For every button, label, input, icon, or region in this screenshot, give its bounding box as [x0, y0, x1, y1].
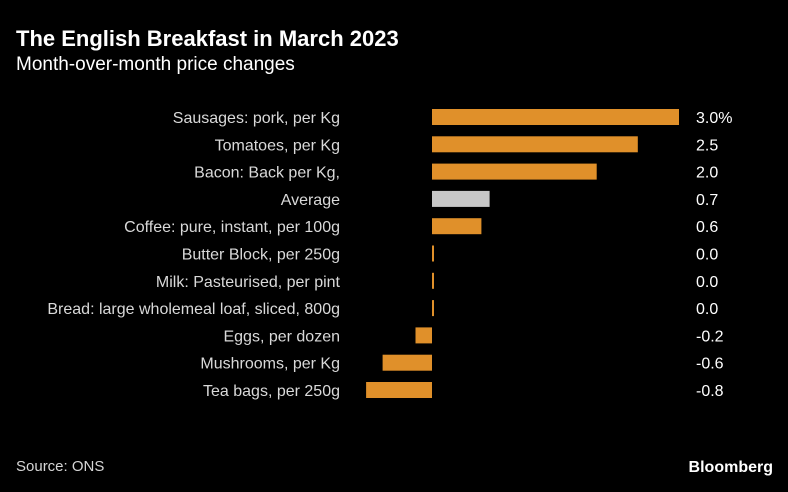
- chart-title: The English Breakfast in March 2023: [16, 26, 399, 51]
- bar: [432, 163, 597, 180]
- value-label: 0.6: [696, 219, 718, 236]
- bar: [432, 245, 434, 262]
- category-label: Bread: large wholemeal loaf, sliced, 800…: [47, 301, 340, 318]
- category-label: Tomatoes, per Kg: [215, 137, 340, 154]
- category-label: Coffee: pure, instant, per 100g: [124, 219, 340, 236]
- bar: [432, 218, 482, 235]
- category-label: Eggs, per dozen: [223, 328, 340, 345]
- value-label: 0.0: [696, 274, 718, 291]
- category-label: Bacon: Back per Kg,: [194, 165, 340, 182]
- category-label: Sausages: pork, per Kg: [173, 110, 340, 127]
- category-label: Butter Block, per 250g: [182, 247, 340, 264]
- value-label: -0.8: [696, 383, 724, 400]
- chart-subtitle: Month-over-month price changes: [16, 54, 295, 75]
- bar: [432, 136, 638, 153]
- category-label: Tea bags, per 250g: [203, 383, 340, 400]
- value-label: 0.7: [696, 192, 718, 209]
- value-label: -0.6: [696, 356, 724, 373]
- bar: [382, 354, 432, 371]
- bar: [366, 382, 432, 398]
- value-label: -0.2: [696, 328, 724, 345]
- category-label: Average: [281, 192, 340, 209]
- value-label: 0.0: [696, 247, 718, 264]
- bar: [432, 109, 679, 125]
- value-label: 2.0: [696, 165, 718, 182]
- category-label: Mushrooms, per Kg: [200, 356, 340, 373]
- average-bar: [432, 190, 490, 207]
- bloomberg-logo: Bloomberg: [688, 459, 773, 476]
- value-label: 0.0: [696, 301, 718, 318]
- bar: [432, 272, 434, 289]
- value-label: 3.0%: [696, 110, 732, 127]
- source-note: Source: ONS: [16, 458, 105, 475]
- bar: [432, 300, 434, 317]
- category-label: Milk: Pasteurised, per pint: [156, 274, 341, 291]
- bar: [415, 327, 432, 344]
- value-label: 2.5: [696, 137, 718, 154]
